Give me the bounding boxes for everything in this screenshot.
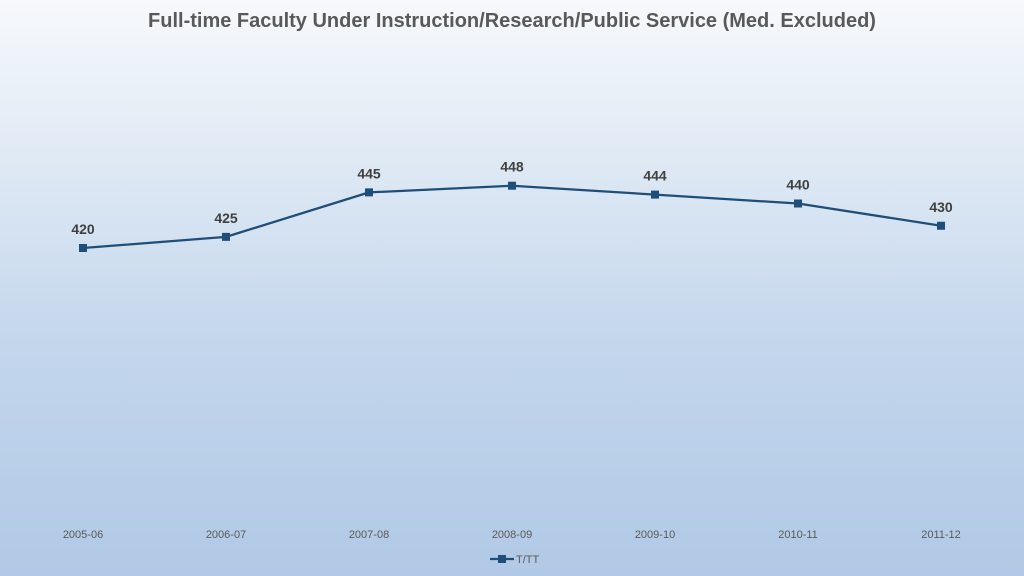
data-label: 420 <box>71 221 95 237</box>
marker-layer <box>79 181 945 252</box>
data-point <box>937 221 945 230</box>
chart-title: Full-time Faculty Under Instruction/Rese… <box>148 10 876 32</box>
legend-label: T/TT <box>516 554 539 566</box>
legend: T/TT <box>490 554 539 566</box>
x-tick-label: 2011-12 <box>921 529 961 541</box>
series-line-t-tt <box>82 184 942 250</box>
data-point <box>365 188 373 197</box>
data-label: 445 <box>357 165 381 181</box>
data-label: 444 <box>643 168 667 184</box>
data-point <box>79 244 87 252</box>
legend-marker <box>498 555 506 563</box>
x-tick-label: 2009-10 <box>635 529 675 541</box>
data-point <box>222 232 230 241</box>
x-tick-label: 2005-06 <box>63 529 103 541</box>
data-point <box>794 199 802 208</box>
data-label: 430 <box>929 199 953 215</box>
data-label: 425 <box>214 210 238 226</box>
x-axis-ticks: 2005-06 2006-07 2007-08 2008-09 2009-10 2010-… <box>63 529 961 541</box>
data-point <box>508 181 516 190</box>
data-label: 448 <box>500 159 524 175</box>
x-tick-label: 2006-07 <box>206 529 246 541</box>
data-point <box>651 190 659 199</box>
x-tick-label: 2010-11 <box>778 529 818 541</box>
x-tick-label: 2007-08 <box>349 529 389 541</box>
x-tick-label: 2008-09 <box>492 529 532 541</box>
data-label: 440 <box>786 177 810 193</box>
series-layer <box>82 184 942 250</box>
data-label-layer: 420 425 445 448 444 440 430 <box>71 159 953 237</box>
